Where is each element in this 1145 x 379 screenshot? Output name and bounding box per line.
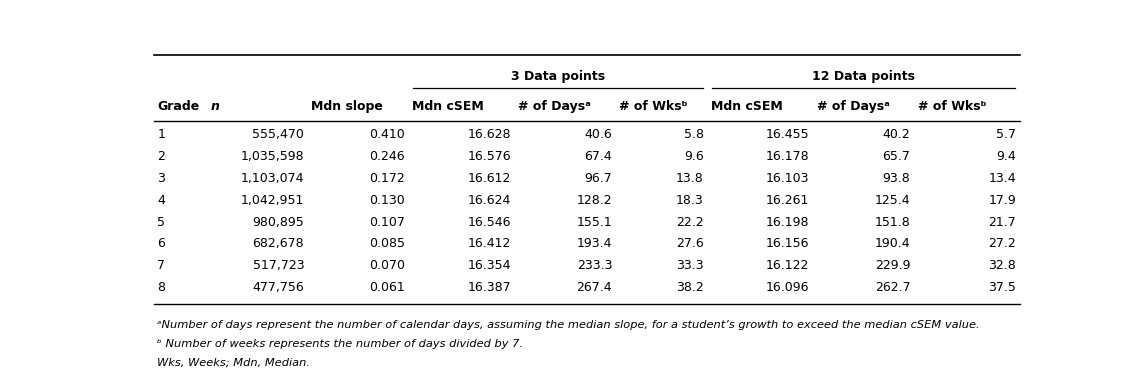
Text: 0.085: 0.085	[369, 237, 405, 251]
Text: 0.410: 0.410	[370, 128, 405, 141]
Text: 233.3: 233.3	[577, 259, 613, 273]
Text: 16.546: 16.546	[467, 216, 511, 229]
Text: n: n	[211, 100, 219, 113]
Text: 27.6: 27.6	[676, 237, 703, 251]
Text: 0.246: 0.246	[370, 150, 405, 163]
Text: 16.624: 16.624	[467, 194, 511, 207]
Text: 16.412: 16.412	[467, 237, 511, 251]
Text: 33.3: 33.3	[676, 259, 703, 273]
Text: # of Wksᵇ: # of Wksᵇ	[917, 100, 986, 113]
Text: 21.7: 21.7	[988, 216, 1017, 229]
Text: 16.628: 16.628	[467, 128, 511, 141]
Text: 12 Data points: 12 Data points	[812, 70, 915, 83]
Text: 128.2: 128.2	[576, 194, 613, 207]
Text: ᵇ Number of weeks represents the number of days divided by 7.: ᵇ Number of weeks represents the number …	[157, 339, 523, 349]
Text: 16.096: 16.096	[766, 281, 810, 294]
Text: 5: 5	[157, 216, 165, 229]
Text: 517,723: 517,723	[253, 259, 305, 273]
Text: 67.4: 67.4	[584, 150, 613, 163]
Text: 682,678: 682,678	[253, 237, 305, 251]
Text: 40.6: 40.6	[584, 128, 613, 141]
Text: 9.4: 9.4	[996, 150, 1017, 163]
Text: Wks, Weeks; Mdn, Median.: Wks, Weeks; Mdn, Median.	[157, 358, 310, 368]
Text: 5.8: 5.8	[684, 128, 703, 141]
Text: 93.8: 93.8	[883, 172, 910, 185]
Text: 27.2: 27.2	[988, 237, 1017, 251]
Text: 37.5: 37.5	[988, 281, 1017, 294]
Text: 0.172: 0.172	[370, 172, 405, 185]
Text: # of Daysᵃ: # of Daysᵃ	[816, 100, 890, 113]
Text: 0.107: 0.107	[370, 216, 405, 229]
Text: 18.3: 18.3	[676, 194, 703, 207]
Text: 1,103,074: 1,103,074	[240, 172, 305, 185]
Text: 96.7: 96.7	[584, 172, 613, 185]
Text: 22.2: 22.2	[676, 216, 703, 229]
Text: 0.130: 0.130	[370, 194, 405, 207]
Text: 16.612: 16.612	[467, 172, 511, 185]
Text: Mdn cSEM: Mdn cSEM	[412, 100, 484, 113]
Text: Grade: Grade	[157, 100, 199, 113]
Text: 3: 3	[157, 172, 165, 185]
Text: 980,895: 980,895	[252, 216, 305, 229]
Text: 229.9: 229.9	[875, 259, 910, 273]
Text: # of Daysᵃ: # of Daysᵃ	[519, 100, 591, 113]
Text: 16.261: 16.261	[766, 194, 810, 207]
Text: 38.2: 38.2	[676, 281, 703, 294]
Text: 262.7: 262.7	[875, 281, 910, 294]
Text: 16.455: 16.455	[766, 128, 810, 141]
Text: 16.122: 16.122	[766, 259, 810, 273]
Text: 16.576: 16.576	[467, 150, 511, 163]
Text: 2: 2	[157, 150, 165, 163]
Text: 3 Data points: 3 Data points	[511, 70, 605, 83]
Text: 16.103: 16.103	[766, 172, 810, 185]
Text: # of Wksᵇ: # of Wksᵇ	[619, 100, 688, 113]
Text: 193.4: 193.4	[577, 237, 613, 251]
Text: Mdn slope: Mdn slope	[311, 100, 384, 113]
Text: 16.156: 16.156	[766, 237, 810, 251]
Text: 16.198: 16.198	[766, 216, 810, 229]
Text: 155.1: 155.1	[576, 216, 613, 229]
Text: ᵃNumber of days represent the number of calendar days, assuming the median slope: ᵃNumber of days represent the number of …	[157, 320, 980, 330]
Text: 1,042,951: 1,042,951	[240, 194, 305, 207]
Text: 0.070: 0.070	[369, 259, 405, 273]
Text: 32.8: 32.8	[988, 259, 1017, 273]
Text: 555,470: 555,470	[252, 128, 305, 141]
Text: 7: 7	[157, 259, 165, 273]
Text: 65.7: 65.7	[883, 150, 910, 163]
Text: 16.178: 16.178	[766, 150, 810, 163]
Text: Mdn cSEM: Mdn cSEM	[711, 100, 782, 113]
Text: 6: 6	[157, 237, 165, 251]
Text: 13.8: 13.8	[676, 172, 703, 185]
Text: 9.6: 9.6	[684, 150, 703, 163]
Text: 8: 8	[157, 281, 165, 294]
Text: 5.7: 5.7	[996, 128, 1017, 141]
Text: 1: 1	[157, 128, 165, 141]
Text: 477,756: 477,756	[252, 281, 305, 294]
Text: 40.2: 40.2	[883, 128, 910, 141]
Text: 151.8: 151.8	[875, 216, 910, 229]
Text: 17.9: 17.9	[988, 194, 1017, 207]
Text: 125.4: 125.4	[875, 194, 910, 207]
Text: 190.4: 190.4	[875, 237, 910, 251]
Text: 16.387: 16.387	[467, 281, 511, 294]
Text: 16.354: 16.354	[467, 259, 511, 273]
Text: 13.4: 13.4	[988, 172, 1017, 185]
Text: 0.061: 0.061	[370, 281, 405, 294]
Text: 1,035,598: 1,035,598	[240, 150, 305, 163]
Text: 267.4: 267.4	[576, 281, 613, 294]
Text: 4: 4	[157, 194, 165, 207]
